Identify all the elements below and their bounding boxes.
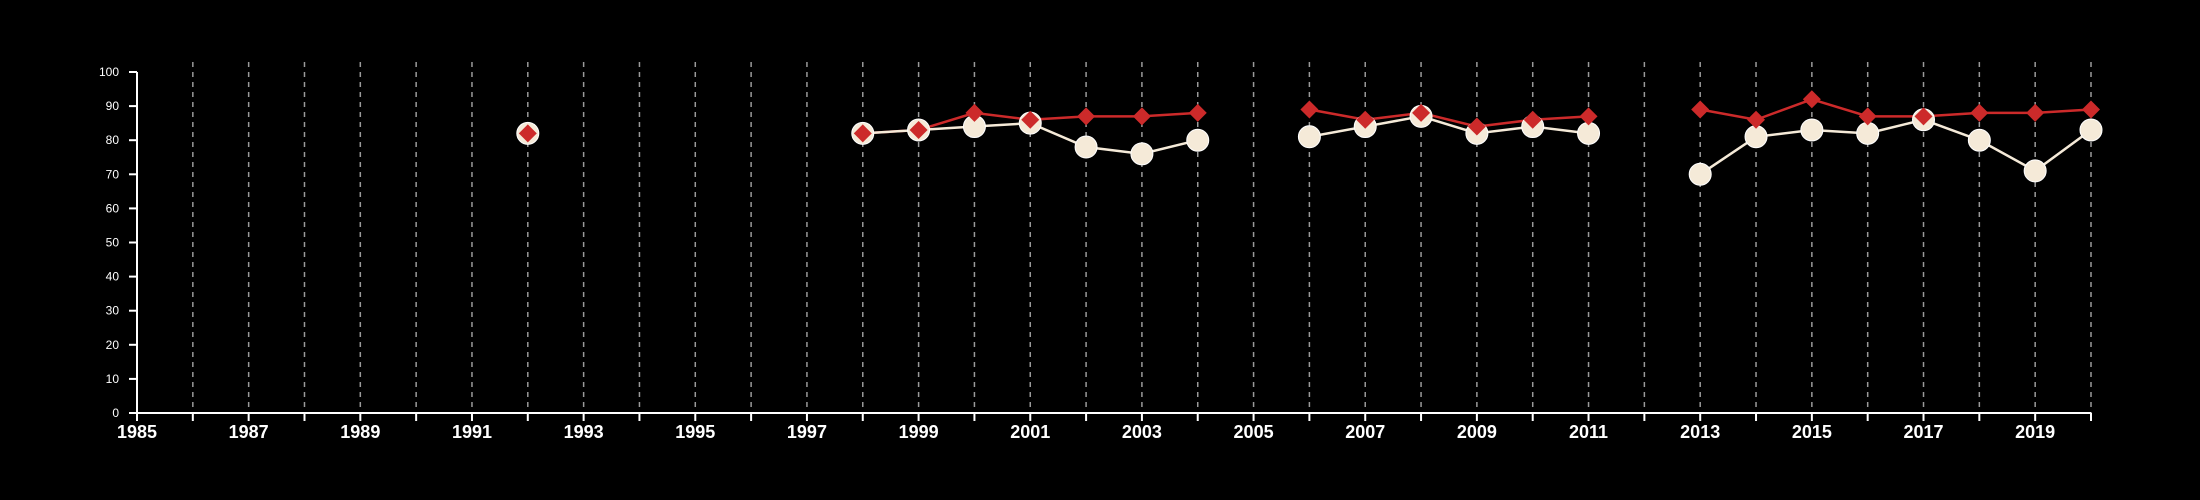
series-1-line-segment-4	[1699, 97, 2092, 122]
circle-point-2011	[1577, 121, 1601, 145]
series-layer	[516, 90, 2103, 186]
diamond-point-2016	[1858, 107, 1877, 126]
x-tick-label-1987: 1987	[229, 422, 269, 442]
y-tick-label-90: 90	[106, 99, 120, 113]
diamond-point-2019	[2026, 103, 2045, 122]
diamond-point-2020	[2082, 100, 2100, 119]
x-tick-label-2017: 2017	[1903, 422, 1943, 442]
y-tick-label-0: 0	[112, 406, 119, 420]
y-tick-label-60: 60	[106, 201, 120, 215]
diamond-point-2018	[1970, 103, 1989, 122]
diamond-point-2002	[1077, 107, 1096, 126]
x-tick-label-2013: 2013	[1680, 422, 1720, 442]
circle-point-2013	[1688, 162, 1712, 186]
circle-point-2019	[2023, 159, 2047, 183]
circle-point-2016	[1856, 121, 1880, 145]
x-tick-label-1993: 1993	[564, 422, 604, 442]
diamond-point-1992	[518, 124, 537, 143]
x-tick-label-2011: 2011	[1569, 422, 1608, 442]
circle-point-2002	[1074, 135, 1098, 159]
x-tick-label-2003: 2003	[1122, 422, 1162, 442]
diamond-point-2003	[1132, 107, 1151, 126]
x-tick-label-2015: 2015	[1792, 422, 1832, 442]
diamond-point-2004	[1188, 103, 1207, 122]
diamond-point-1998	[853, 124, 872, 143]
y-axis-ticks: 0 10 20 30 40 50 60 70 80 90 100	[99, 65, 137, 420]
y-tick-label-50: 50	[106, 236, 120, 250]
x-tick-label-2007: 2007	[1345, 422, 1385, 442]
diamond-point-2000	[965, 103, 984, 122]
series-1-line-segment-3	[1309, 108, 1589, 128]
y-tick-label-30: 30	[106, 304, 120, 318]
x-tick-label-1989: 1989	[340, 422, 380, 442]
x-tick-label-2001: 2001	[1010, 422, 1050, 442]
diamond-point-2013	[1691, 100, 1710, 119]
diamond-point-2001	[1021, 110, 1040, 129]
circle-point-2015	[1800, 118, 1824, 142]
diamond-point-1999	[909, 120, 928, 139]
diamond-point-2006	[1300, 100, 1319, 119]
x-tick-label-1999: 1999	[899, 422, 939, 442]
y-tick-label-10: 10	[106, 372, 120, 386]
circle-point-2018	[1967, 128, 1991, 152]
y-tick-label-80: 80	[106, 133, 120, 147]
diamond-point-2008	[1412, 103, 1431, 122]
diamond-point-2010	[1523, 110, 1542, 129]
x-tick-label-1995: 1995	[675, 422, 715, 442]
y-tick-label-40: 40	[106, 270, 120, 284]
axes	[136, 72, 2091, 414]
diamond-point-2007	[1356, 110, 1375, 129]
circle-point-2006	[1297, 125, 1321, 149]
y-tick-label-70: 70	[106, 167, 120, 181]
circle-point-2003	[1130, 142, 1154, 166]
circle-point-2004	[1186, 128, 1210, 152]
diamond-point-2014	[1747, 110, 1766, 129]
circle-point-2020	[2079, 118, 2103, 142]
y-tick-label-20: 20	[106, 338, 120, 352]
vertical-grid	[192, 62, 2092, 413]
diamond-point-2009	[1467, 117, 1486, 136]
diamond-point-2017	[1914, 107, 1933, 126]
y-tick-label-100: 100	[99, 65, 119, 79]
x-tick-label-2005: 2005	[1234, 422, 1274, 442]
x-tick-label-2009: 2009	[1457, 422, 1497, 442]
x-axis-ticks: 1985 1987 1989 1991 1993 1995 1997 1999 2001 2003…	[117, 413, 2092, 442]
x-tick-label-1991: 1991	[452, 422, 492, 442]
circle-point-2014	[1744, 125, 1768, 149]
x-tick-label-2019: 2019	[2015, 422, 2055, 442]
diamond-point-2015	[1802, 90, 1821, 109]
x-tick-label-1985: 1985	[117, 422, 157, 442]
diamond-point-2011	[1579, 107, 1598, 126]
x-tick-label-1997: 1997	[787, 422, 827, 442]
